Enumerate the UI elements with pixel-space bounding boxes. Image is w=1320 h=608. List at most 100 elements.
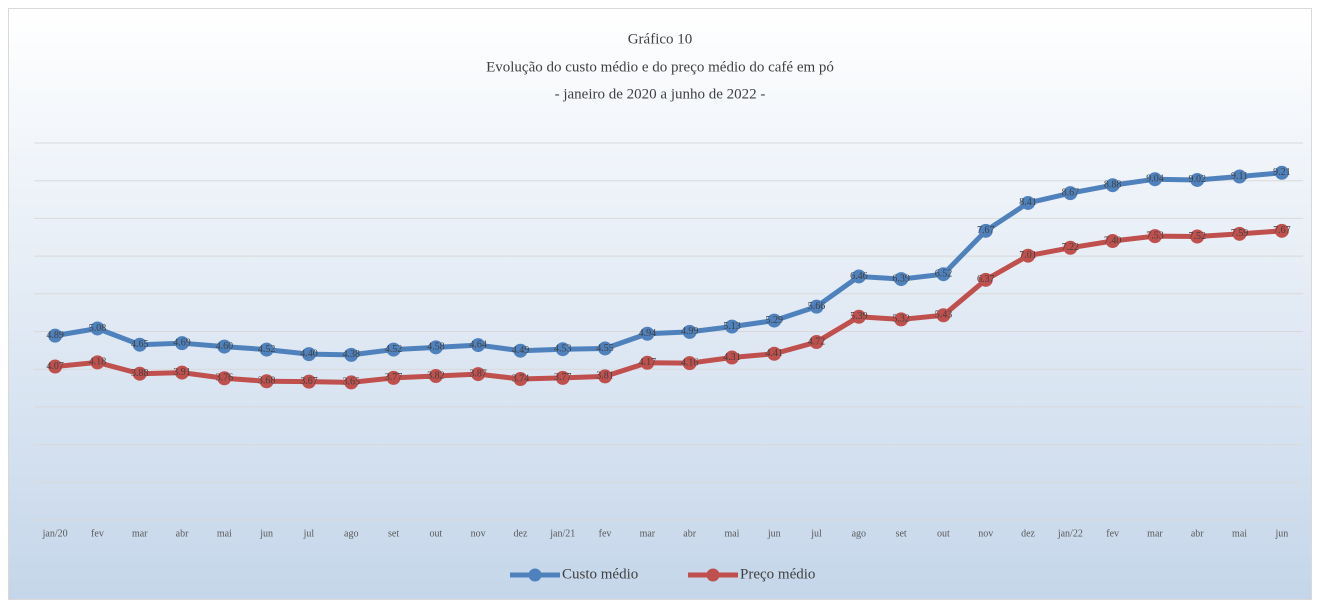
data-label: 4.58 [427,342,445,353]
data-point [598,369,613,384]
data-point [1274,165,1289,180]
x-tick-label: jun [259,528,273,539]
data-label: 4.64 [469,339,487,350]
data-label: 4.40 [300,348,318,359]
data-point [259,342,274,357]
data-point [175,336,190,351]
x-tick-label: jan/21 [549,528,575,539]
data-label: 4.65 [131,339,149,350]
data-point [767,313,782,328]
data-label: 5.66 [808,301,826,312]
data-point [555,370,570,385]
data-point [175,365,190,380]
data-point [386,370,401,385]
data-label: 7.22 [1062,242,1080,253]
x-tick-label: nov [978,528,993,539]
data-point [1063,240,1078,255]
data-label: 7.40 [1104,235,1122,246]
data-point [936,308,951,323]
x-tick-label: ago [852,528,866,539]
x-tick-label: abr [176,528,189,539]
data-label: 3.68 [258,376,276,387]
data-label: 7.59 [1231,228,1249,239]
x-tick-label: jul [303,528,315,539]
data-label: 6.52 [935,268,953,279]
x-tick-label: nov [471,528,486,539]
data-label: 3.76 [216,373,234,384]
data-point [1274,223,1289,238]
data-label: 3.91 [173,367,191,378]
data-label: 4.16 [681,357,699,368]
data-point [344,375,359,390]
data-point [809,299,824,314]
x-tick-label: abr [683,528,696,539]
data-point [936,267,951,282]
x-tick-label: mai [217,528,232,539]
data-point [1021,195,1036,210]
chart-background [8,8,1312,600]
data-point [724,319,739,334]
data-label: 4.53 [554,344,572,355]
data-point [1232,226,1247,241]
x-tick-label: set [388,528,399,539]
data-point [1147,172,1162,187]
data-point [555,342,570,357]
data-label: 4.60 [216,341,234,352]
data-point [809,335,824,350]
data-label: 4.94 [639,328,657,339]
data-label: 4.69 [173,337,191,348]
data-label: 9.21 [1273,167,1291,178]
data-label: 8.67 [1062,187,1080,198]
data-label: 4.72 [808,336,826,347]
legend-label: Preço médio [740,566,815,582]
data-point [301,347,316,362]
data-point [132,337,147,352]
data-point [851,269,866,284]
data-point [48,359,63,374]
data-label: 7.67 [977,225,995,236]
data-point [90,321,105,336]
data-label: 3.87 [469,368,487,379]
data-label: 3.65 [343,377,361,388]
data-point [1147,229,1162,244]
data-label: 8.88 [1104,180,1122,191]
data-label: 5.08 [89,323,107,334]
x-tick-label: jan/22 [1057,528,1083,539]
legend-marker [706,568,720,582]
x-tick-label: jul [810,528,822,539]
data-label: 4.99 [681,326,699,337]
data-point [217,371,232,386]
data-point [978,223,993,238]
data-point [471,338,486,353]
data-point [682,356,697,371]
chart-subtitle: - janeiro de 2020 a junho de 2022 - [555,86,766,102]
data-point [724,350,739,365]
data-point [978,272,993,287]
x-tick-label: set [896,528,907,539]
data-label: 4.89 [46,330,64,341]
data-label: 7.01 [1019,250,1037,261]
data-point [1105,178,1120,193]
x-tick-label: jun [1274,528,1288,539]
x-tick-label: jan/20 [42,528,68,539]
data-point [894,312,909,327]
data-label: 9.04 [1146,173,1164,184]
data-point [1063,186,1078,201]
x-tick-label: mai [724,528,739,539]
data-point [428,340,443,355]
data-point [894,272,909,287]
data-point [1021,248,1036,263]
data-label: 3.77 [385,372,403,383]
x-tick-label: fev [599,528,612,539]
data-label: 3.81 [596,371,614,382]
data-label: 4.41 [766,348,784,359]
data-point [513,372,528,387]
data-label: 6.39 [892,273,910,284]
data-point [1232,169,1247,184]
data-label: 5.29 [766,315,784,326]
data-label: 7.53 [1146,230,1164,241]
series-line [54,170,1283,358]
legend-marker [528,568,542,582]
data-label: 6.37 [977,274,995,285]
